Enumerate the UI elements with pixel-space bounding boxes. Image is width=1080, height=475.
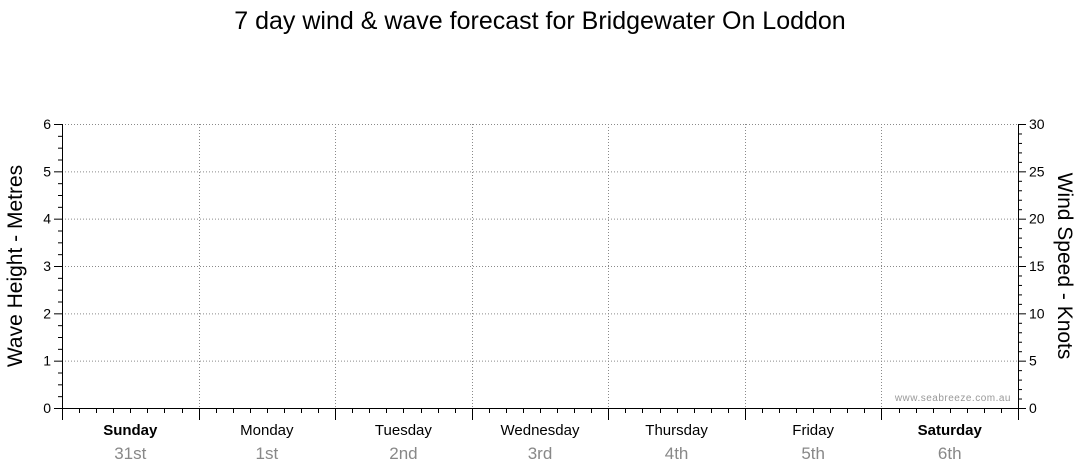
- left-tick-label: 4: [43, 211, 51, 227]
- watermark-text: www.seabreeze.com.au: [894, 393, 1011, 404]
- left-axis-title: Wave Height - Metres: [4, 165, 27, 367]
- day-name-label: Wednesday: [501, 422, 580, 439]
- left-tick-label: 1: [43, 353, 51, 369]
- left-tick-label: 2: [43, 305, 51, 321]
- left-tick-label: 3: [43, 258, 51, 274]
- day-date-label: 2nd: [389, 444, 417, 463]
- day-date-label: 31st: [114, 444, 146, 463]
- day-name-label: Tuesday: [375, 422, 432, 439]
- left-tick-label: 6: [43, 116, 51, 132]
- right-tick-label: 0: [1029, 400, 1037, 416]
- day-labels: Sunday 31st Monday 1st Tuesday 2nd Wednesday 3r…: [103, 422, 982, 463]
- day-date-label: 1st: [256, 444, 279, 463]
- day-name-label: Sunday: [103, 422, 158, 439]
- right-tick-label: 15: [1029, 258, 1045, 274]
- day-name-label: Thursday: [645, 422, 708, 439]
- chart-title: 7 day wind & wave forecast for Bridgewat…: [234, 7, 846, 35]
- right-tick-label: 30: [1029, 116, 1045, 132]
- grid-lines: [62, 124, 1018, 408]
- day-name-label: Friday: [792, 422, 834, 439]
- right-tick-label: 10: [1029, 305, 1045, 321]
- right-tick-label: 20: [1029, 211, 1045, 227]
- axes: [54, 124, 1026, 420]
- day-date-label: 4th: [665, 444, 689, 463]
- left-tick-label: 0: [43, 400, 51, 416]
- day-name-label: Saturday: [918, 422, 983, 439]
- axis-labels: 0 1 2 3 4 5 6 0 5 10 15 20 25 30: [43, 116, 1045, 416]
- day-date-label: 6th: [938, 444, 962, 463]
- left-tick-label: 5: [43, 163, 51, 179]
- day-name-label: Monday: [240, 422, 294, 439]
- right-tick-label: 5: [1029, 353, 1037, 369]
- right-tick-label: 25: [1029, 163, 1045, 179]
- right-axis-title: Wind Speed - Knots: [1053, 173, 1076, 360]
- day-date-label: 3rd: [528, 444, 553, 463]
- day-date-label: 5th: [801, 444, 825, 463]
